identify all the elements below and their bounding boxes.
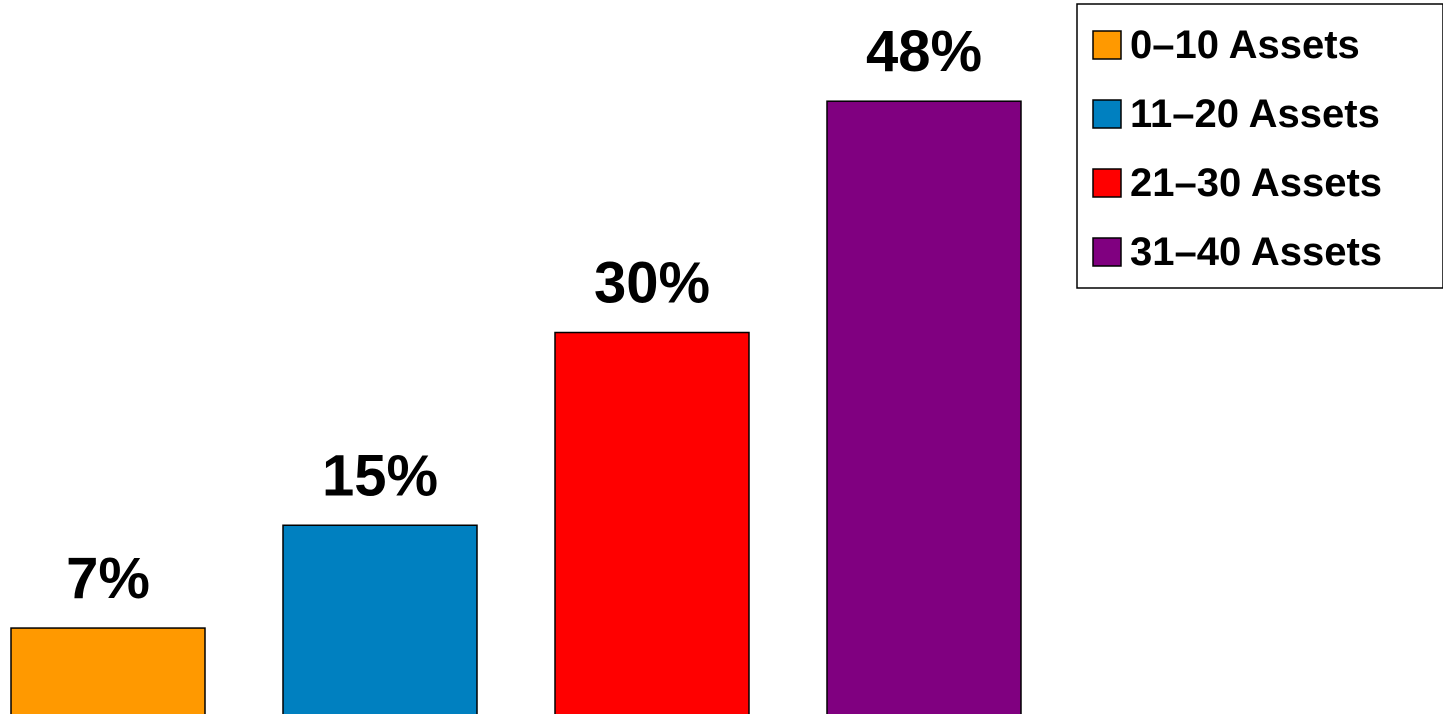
legend-swatch-2 — [1092, 99, 1122, 129]
bars-group — [10, 100, 1022, 714]
bar-value-label-1: 7% — [66, 546, 150, 611]
bar-value-label-4: 48% — [866, 19, 982, 84]
bar-labels-group: 7% 15% 30% 48% — [66, 19, 982, 611]
legend-label-3: 21–30 Assets — [1130, 161, 1382, 205]
bar-1 — [10, 627, 206, 714]
bar-4 — [826, 100, 1022, 714]
legend-swatch-4 — [1092, 237, 1122, 267]
bar-value-label-3: 30% — [594, 251, 710, 316]
bar-3 — [554, 331, 750, 714]
bar-value-label-2: 15% — [322, 443, 438, 508]
legend-swatch-3 — [1092, 168, 1122, 198]
bar-2 — [282, 524, 478, 714]
legend-label-4: 31–40 Assets — [1130, 230, 1382, 274]
legend-label-1: 0–10 Assets — [1130, 23, 1360, 67]
legend: 0–10 Assets 11–20 Assets 21–30 Assets 31–40… — [1076, 3, 1443, 289]
legend-swatch-1 — [1092, 30, 1122, 60]
legend-frame — [1076, 3, 1443, 289]
legend-label-2: 11–20 Assets — [1130, 92, 1380, 136]
